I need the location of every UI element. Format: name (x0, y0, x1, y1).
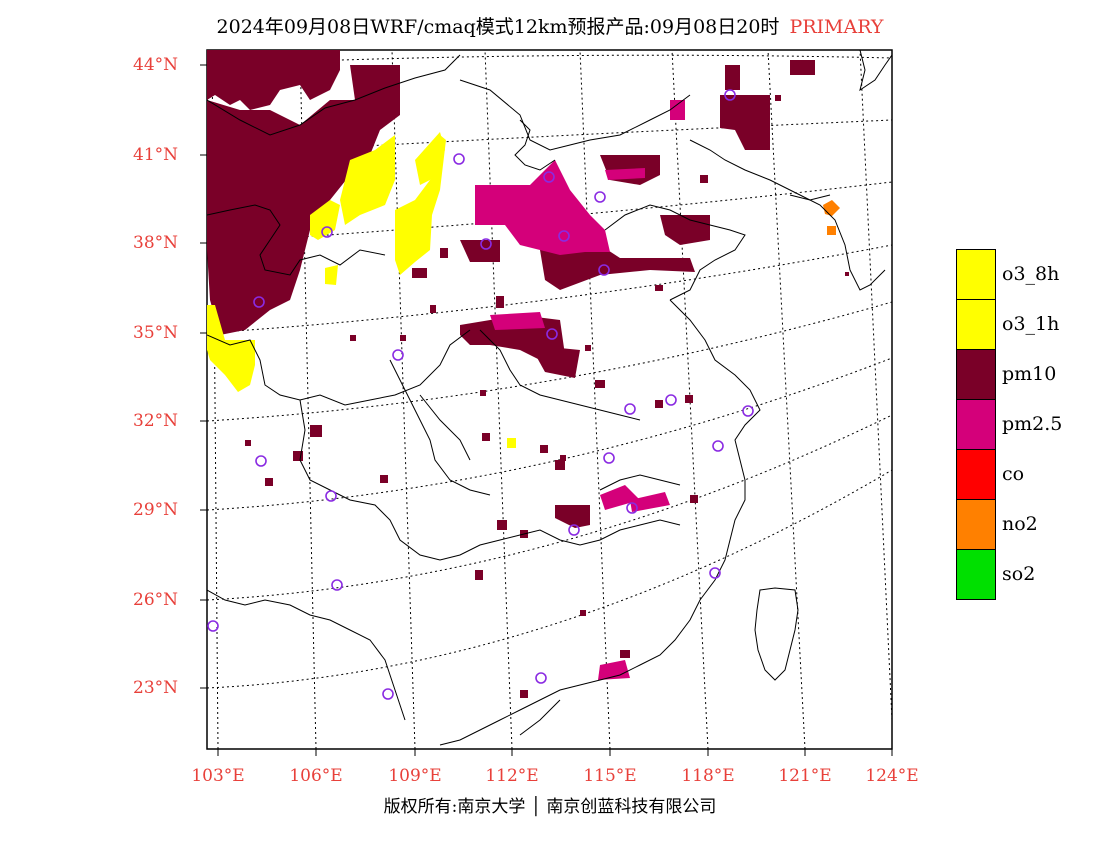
lat-label-29: 29°N (133, 500, 179, 520)
lat-label-44: 44°N (133, 55, 179, 75)
lon-label-124: 124°E (865, 766, 919, 786)
lon-label-103: 103°E (191, 766, 245, 786)
legend-label: pm2.5 (1002, 413, 1063, 435)
lon-label-115: 115°E (583, 766, 637, 786)
legend-swatch (956, 449, 996, 500)
legend-label: so2 (1002, 563, 1036, 585)
o3-region (207, 132, 516, 448)
lon-label-121: 121°E (778, 766, 832, 786)
pm10-region (207, 50, 815, 528)
legend-swatch (956, 349, 996, 400)
legend-label: pm10 (1002, 363, 1057, 385)
station-markers (207, 89, 754, 700)
legend-label: co (1002, 463, 1025, 485)
legend-swatch (956, 399, 996, 450)
legend-swatch (956, 299, 996, 350)
title-tag: PRIMARY (789, 16, 884, 38)
legend-swatch (956, 249, 996, 300)
copyright-right: 南京创蓝科技有限公司 (546, 797, 717, 817)
legend-label: o3_1h (1002, 313, 1060, 335)
lat-label-41: 41°N (133, 145, 179, 165)
axis-ticks (200, 64, 893, 756)
legend-label: o3_8h (1002, 263, 1060, 285)
lon-label-118: 118°E (681, 766, 735, 786)
lat-label-26: 26°N (133, 590, 179, 610)
title-main: 2024年09月08日WRF/cmaq模式12km预报产品:09月08日20时 (216, 16, 780, 38)
lat-label-38: 38°N (133, 233, 179, 253)
copyright-divider: │ (525, 797, 547, 817)
copyright-left: 版权所有:南京大学 (383, 797, 526, 817)
lon-label-106: 106°E (289, 766, 343, 786)
legend-swatch (956, 499, 996, 550)
lat-label-32: 32°N (133, 411, 179, 431)
pm2.5-region (475, 100, 685, 680)
lon-label-109: 109°E (388, 766, 442, 786)
copyright-footer: 版权所有:南京大学 │ 南京创蓝科技有限公司 (0, 792, 1100, 817)
lon-label-112: 112°E (485, 766, 539, 786)
lat-label-23: 23°N (133, 678, 179, 698)
legend-swatch (956, 549, 996, 600)
scattered-cells (245, 95, 849, 698)
legend-label: no2 (1002, 513, 1038, 535)
boundaries (207, 50, 892, 746)
lat-label-35: 35°N (133, 323, 179, 343)
map-title: 2024年09月08日WRF/cmaq模式12km预报产品:09月08日20时 P… (0, 12, 1100, 39)
